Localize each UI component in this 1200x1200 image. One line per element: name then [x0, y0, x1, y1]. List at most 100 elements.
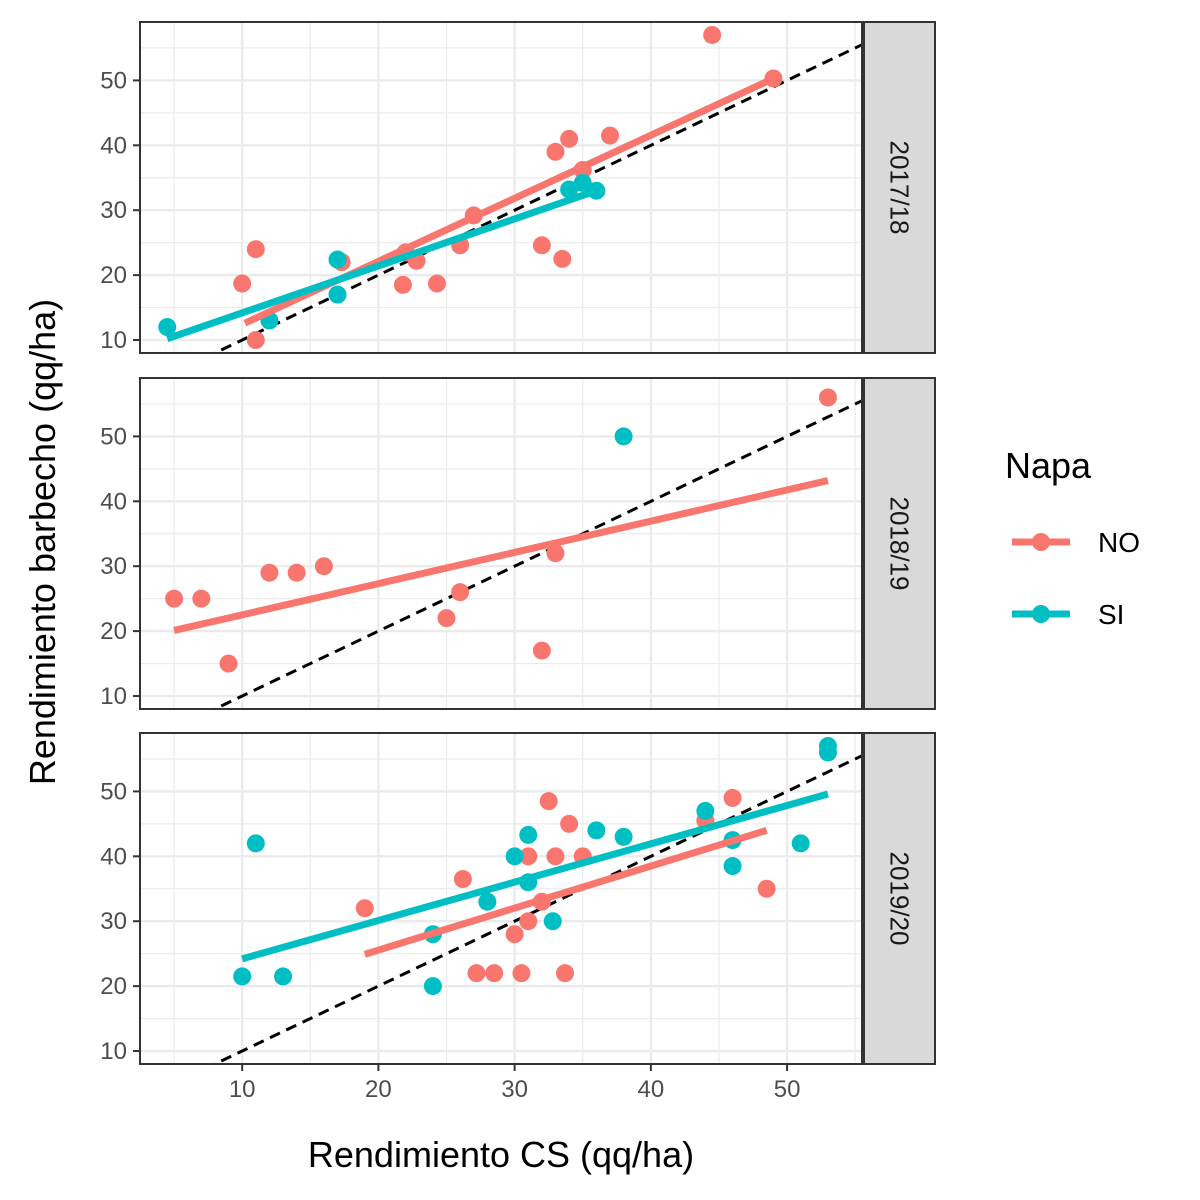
data-point-si — [560, 180, 579, 199]
y-tick-label: 20 — [100, 262, 127, 289]
data-point-no — [355, 899, 374, 918]
data-point-no — [165, 589, 184, 608]
data-point-si — [519, 825, 538, 844]
x-axis-title: Rendimiento CS (qq/ha) — [308, 1134, 694, 1175]
data-point-no — [260, 563, 279, 582]
data-point-no — [600, 126, 619, 145]
y-tick-label: 30 — [100, 553, 127, 580]
facet-panels: 2017/18 10 20 30 40 50 2018/19 10 20 30 40 50 2019/2… — [100, 21, 936, 1065]
data-point-no — [556, 964, 575, 983]
data-point-si — [543, 912, 562, 931]
y-tick-label: 50 — [100, 423, 127, 450]
identity-reference-line — [211, 43, 862, 353]
identity-reference-line — [211, 754, 862, 1064]
data-point-si — [246, 834, 265, 853]
data-point-no — [532, 236, 551, 255]
identity-reference-line — [211, 399, 862, 709]
y-tick-label: 30 — [100, 197, 127, 224]
y-tick-label: 50 — [100, 67, 127, 94]
data-point-no — [287, 563, 306, 582]
fit-line-si — [241, 790, 829, 963]
y-tick-label: 50 — [100, 778, 127, 805]
facet-strip-label: 2017/18 — [885, 141, 915, 235]
data-point-no — [546, 544, 565, 563]
legend: Napa NO SI — [1005, 445, 1140, 630]
data-point-no — [723, 788, 742, 807]
legend-entries: NO SI — [1012, 527, 1140, 630]
legend-label: NO — [1098, 527, 1140, 558]
y-tick-label: 10 — [100, 327, 127, 354]
panel-border — [139, 732, 863, 1065]
fit-line-no — [363, 827, 768, 958]
panel-background — [140, 733, 862, 1064]
facet-strip — [863, 21, 936, 354]
legend-title: Napa — [1005, 445, 1092, 486]
data-point-si — [791, 834, 810, 853]
data-point-si — [478, 892, 497, 911]
x-tick-label: 20 — [365, 1076, 392, 1103]
legend-entry-si: SI — [1012, 599, 1124, 630]
data-point-no — [451, 583, 470, 602]
panel-background — [140, 22, 862, 353]
facet-strip-label: 2019/20 — [885, 852, 915, 946]
y-tick-label: 40 — [100, 488, 127, 515]
data-point-no — [532, 641, 551, 660]
data-point-si — [614, 427, 633, 446]
data-point-si — [818, 743, 837, 762]
fit-line-si — [166, 187, 598, 343]
data-point-si — [274, 967, 293, 986]
data-point-no — [437, 609, 456, 628]
y-tick-label: 40 — [100, 132, 127, 159]
data-point-no — [453, 870, 472, 889]
facet-panel-1: 2017/18 10 20 30 40 50 — [100, 21, 936, 354]
data-point-no — [546, 847, 565, 866]
data-point-si — [328, 250, 347, 269]
data-point-no — [427, 274, 446, 293]
x-tick-label: 50 — [774, 1076, 801, 1103]
facet-strip — [863, 377, 936, 710]
data-point-no — [512, 964, 531, 983]
plot-area — [211, 736, 862, 1064]
data-point-si — [328, 285, 347, 304]
fit-line-no — [173, 477, 829, 634]
data-point-no — [703, 25, 722, 44]
facet-panel-2: 2018/19 10 20 30 40 50 — [100, 377, 936, 710]
data-point-no — [246, 240, 265, 259]
data-point-si — [573, 173, 592, 192]
data-point-no — [546, 142, 565, 161]
facet-strip — [863, 732, 936, 1065]
legend-key-point — [1032, 605, 1050, 623]
data-point-no — [485, 964, 504, 983]
data-point-si — [158, 318, 177, 337]
y-tick-label: 20 — [100, 618, 127, 645]
data-point-no — [560, 814, 579, 833]
data-point-si — [505, 847, 524, 866]
x-tick-label: 30 — [501, 1076, 528, 1103]
legend-entry-no: NO — [1012, 527, 1140, 558]
legend-key-point — [1032, 533, 1050, 551]
data-point-no — [467, 964, 486, 983]
panel-border — [139, 21, 863, 354]
data-point-no — [818, 388, 837, 407]
y-tick-label: 30 — [100, 908, 127, 935]
plot-area — [165, 388, 862, 709]
facet-strip-label: 2018/19 — [885, 497, 915, 591]
legend-label: SI — [1098, 599, 1124, 630]
data-point-no — [519, 847, 538, 866]
data-point-no — [314, 557, 333, 576]
y-axis-title: Rendimiento barbecho (qq/ha) — [22, 299, 63, 785]
plot-area — [158, 25, 862, 353]
panel-background — [140, 378, 862, 709]
data-point-no — [757, 879, 776, 898]
y-tick-label: 20 — [100, 973, 127, 1000]
data-point-si — [587, 821, 606, 840]
data-point-si — [423, 977, 442, 996]
data-point-no — [219, 654, 238, 673]
data-point-no — [246, 331, 265, 350]
y-tick-label: 10 — [100, 1038, 127, 1065]
x-tick-label: 40 — [637, 1076, 664, 1103]
data-point-si — [614, 827, 633, 846]
data-point-si — [696, 801, 715, 820]
data-point-no — [519, 912, 538, 931]
